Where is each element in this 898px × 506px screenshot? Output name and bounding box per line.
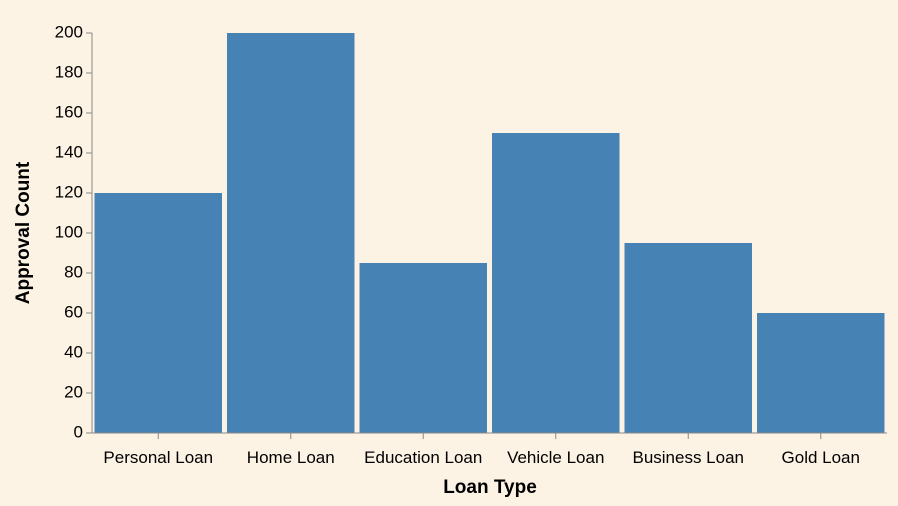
x-tick-label: Vehicle Loan: [507, 448, 604, 467]
y-tick-label: 60: [64, 302, 83, 321]
bars-group: [94, 33, 885, 433]
x-tick-label: Home Loan: [247, 448, 335, 467]
bar-education-loan: [359, 263, 487, 433]
y-tick-label: 40: [64, 342, 83, 361]
x-tick-label: Personal Loan: [103, 448, 213, 467]
bar-vehicle-loan: [492, 133, 620, 433]
bar-gold-loan: [757, 313, 885, 433]
y-axis: 0 20 40 60 80 100 120 140 160 180 200: [55, 22, 93, 441]
y-tick-label: 180: [55, 62, 83, 81]
y-tick-label: 140: [55, 142, 83, 161]
x-tick-label: Gold Loan: [782, 448, 860, 467]
y-tick-label: 160: [55, 102, 83, 121]
y-tick-label: 120: [55, 182, 83, 201]
bar-business-loan: [624, 243, 752, 433]
y-tick-label: 80: [64, 262, 83, 281]
x-tick-label: Education Loan: [364, 448, 482, 467]
x-tick-label: Business Loan: [632, 448, 744, 467]
y-axis-title: Approval Count: [13, 161, 34, 304]
bar-home-loan: [227, 33, 355, 433]
y-tick-label: 200: [55, 22, 83, 41]
x-axis: Personal Loan Home Loan Education Loan Vehi…: [92, 432, 887, 467]
y-tick-label: 20: [64, 382, 83, 401]
y-tick-label: 100: [55, 222, 83, 241]
y-tick-label: 0: [74, 422, 83, 441]
bar-personal-loan: [94, 193, 222, 433]
x-axis-title: Loan Type: [443, 477, 537, 498]
